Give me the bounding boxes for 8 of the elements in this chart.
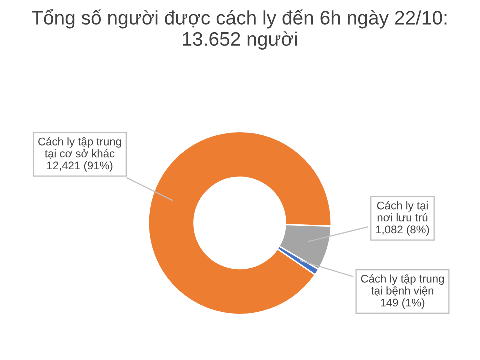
- donut-slice: [148, 131, 332, 316]
- data-label: 1,082 (8%): [376, 225, 430, 236]
- slice-label: Cách ly tại nơi lưu trú: [377, 201, 428, 222]
- data-label: 12,421 (91%): [47, 161, 113, 172]
- chart-title: Tổng số người được cách ly đến 6h ngày 22/10: 13.652 người: [32, 9, 447, 50]
- data-label: 149 (1%): [381, 298, 425, 309]
- slice-label: Cách ly tập trung tại cơ sở khác: [38, 137, 122, 160]
- slice-label: Cách ly tập trung tại bệnh viện: [361, 274, 444, 296]
